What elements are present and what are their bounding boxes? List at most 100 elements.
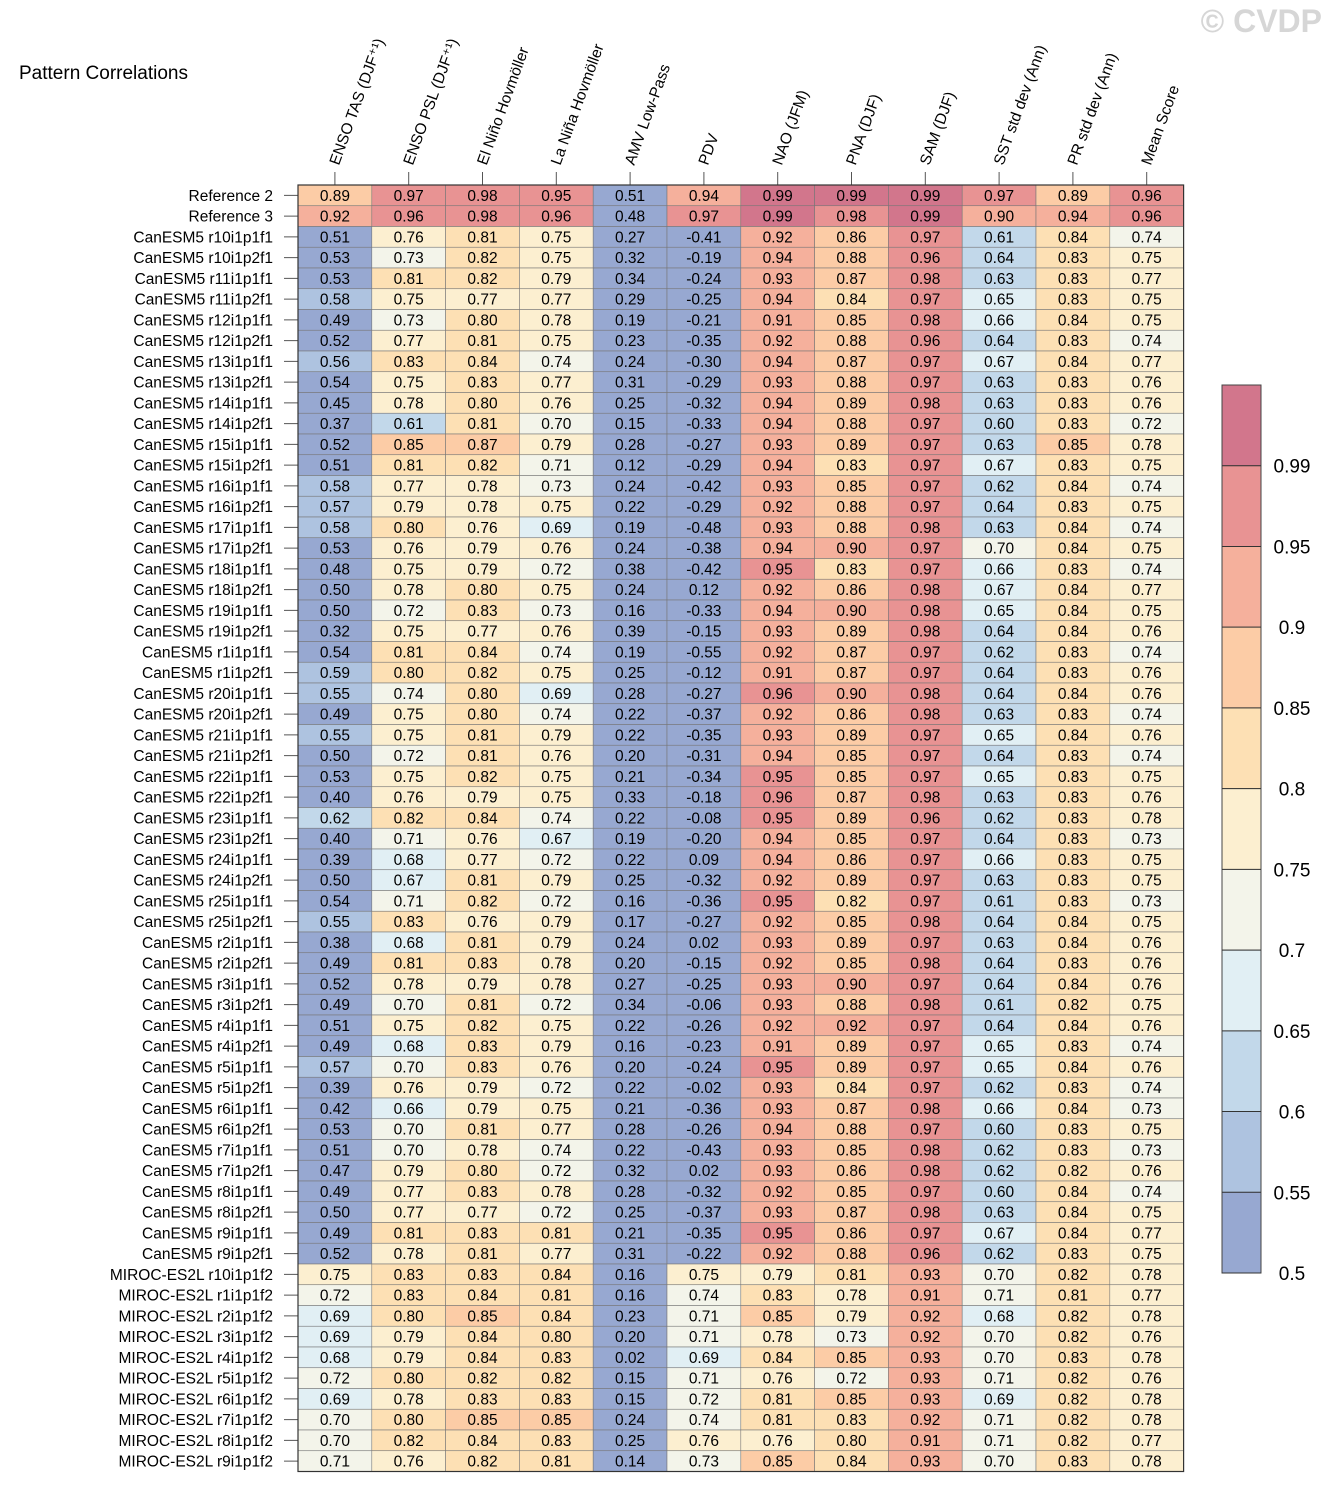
colorbar-segment [1221, 869, 1262, 951]
cell-value: 0.51 [615, 188, 645, 205]
row-label: MIROC-ES2L r9i1p1f2 [119, 1454, 274, 1471]
cell-value: 0.78 [394, 395, 424, 412]
cell-value: 0.81 [467, 997, 497, 1014]
cell-value: 0.52 [320, 333, 350, 350]
cell-value: 0.72 [320, 1288, 350, 1305]
cell-value: 0.77 [541, 1246, 571, 1263]
cell-value: 0.49 [320, 1184, 350, 1201]
cell-value: 0.83 [1058, 769, 1088, 786]
cell-value: 0.67 [984, 1225, 1014, 1242]
cell-value: 0.79 [541, 914, 571, 931]
cell-value: -0.29 [686, 458, 721, 475]
cell-value: 0.93 [763, 271, 793, 288]
cell-value: 0.74 [689, 1412, 720, 1429]
cell-value: 0.89 [836, 873, 866, 890]
cell-value: 0.67 [394, 873, 424, 890]
row-label: CanESM5 r14i1p2f1 [133, 416, 273, 433]
cell-value: 0.99 [763, 188, 793, 205]
cell-value: 0.55 [320, 686, 350, 703]
cell-value: 0.98 [910, 271, 940, 288]
cell-value: 0.63 [984, 437, 1014, 454]
row-label: MIROC-ES2L r4i1p1f2 [119, 1350, 274, 1367]
cell-value: 0.72 [541, 561, 571, 578]
cell-value: 0.71 [689, 1371, 719, 1388]
cell-value: 0.48 [320, 561, 350, 578]
cell-value: 0.84 [467, 354, 498, 371]
cell-value: 0.75 [1132, 603, 1162, 620]
cell-value: 0.98 [910, 312, 940, 329]
column-header: PDV [696, 131, 723, 167]
row-label: CanESM5 r4i1p2f1 [142, 1039, 273, 1056]
cell-value: 0.84 [1058, 229, 1089, 246]
cell-value: 0.70 [320, 1433, 351, 1450]
cell-value: 0.83 [1058, 395, 1088, 412]
cell-value: 0.93 [763, 727, 793, 744]
cell-value: 0.62 [984, 644, 1014, 661]
cell-value: 0.82 [836, 893, 866, 910]
cell-value: 0.82 [467, 1018, 497, 1035]
cell-value: 0.77 [541, 1122, 571, 1139]
cell-value: 0.76 [467, 831, 497, 848]
row-label: CanESM5 r18i1p2f1 [133, 582, 273, 599]
cell-value: 0.63 [984, 271, 1014, 288]
cell-value: 0.70 [984, 1329, 1015, 1346]
cell-value: 0.54 [320, 375, 351, 392]
colorbar-tick-label: 0.95 [1274, 537, 1311, 558]
cell-value: 0.94 [763, 292, 794, 309]
cell-value: 0.93 [763, 1163, 793, 1180]
cell-value: 0.79 [541, 271, 571, 288]
colorbar-tick-label: 0.99 [1274, 457, 1311, 478]
row-label: CanESM5 r18i1p1f1 [133, 561, 273, 578]
row-label: CanESM5 r21i1p1f1 [133, 727, 273, 744]
cell-value: 0.81 [467, 1122, 497, 1139]
cell-value: 0.83 [1058, 873, 1088, 890]
cell-value: 0.53 [320, 541, 350, 558]
cell-value: 0.83 [1058, 561, 1088, 578]
cell-value: 0.64 [984, 333, 1015, 350]
row-label: CanESM5 r16i1p1f1 [133, 478, 273, 495]
cell-value: 0.81 [1058, 1288, 1088, 1305]
cell-value: 0.87 [467, 437, 497, 454]
cell-value: 0.81 [467, 748, 497, 765]
cell-value: 0.75 [1132, 250, 1162, 267]
cell-value: 0.84 [1058, 603, 1089, 620]
cell-value: 0.83 [1058, 852, 1088, 869]
cell-value: 0.83 [1058, 333, 1088, 350]
cell-value: 0.76 [541, 624, 571, 641]
cell-value: 0.17 [615, 914, 645, 931]
cell-value: 0.81 [467, 935, 497, 952]
cell-value: 0.75 [394, 769, 424, 786]
cell-value: 0.80 [467, 1163, 498, 1180]
cell-value: 0.97 [910, 1080, 940, 1097]
cell-value: 0.72 [541, 1205, 571, 1222]
cell-value: 0.70 [984, 1267, 1015, 1284]
cell-value: 0.60 [984, 416, 1015, 433]
cell-value: 0.73 [394, 250, 424, 267]
cell-value: -0.29 [686, 375, 721, 392]
cell-value: 0.83 [1058, 1122, 1088, 1139]
cell-value: 0.97 [910, 1225, 940, 1242]
cell-value: 0.84 [467, 1350, 498, 1367]
cell-value: 0.75 [541, 250, 571, 267]
cell-value: 0.19 [615, 312, 645, 329]
cell-value: 0.89 [836, 935, 866, 952]
cell-value: 0.21 [615, 1225, 645, 1242]
cell-value: 0.78 [1132, 437, 1162, 454]
cell-value: 0.98 [910, 997, 940, 1014]
cell-value: 0.49 [320, 997, 350, 1014]
cell-value: 0.94 [763, 748, 794, 765]
cell-value: 0.75 [1132, 499, 1162, 516]
cell-value: 0.50 [320, 603, 351, 620]
cell-value: -0.55 [686, 644, 721, 661]
cell-value: 0.76 [1132, 375, 1162, 392]
cell-value: 0.50 [320, 748, 351, 765]
cell-value: 0.72 [541, 1163, 571, 1180]
cell-value: 0.84 [763, 1350, 794, 1367]
cell-value: -0.27 [686, 437, 721, 454]
cell-value: 0.39 [615, 624, 645, 641]
cell-value: 0.75 [541, 229, 571, 246]
cell-value: 0.76 [763, 1433, 793, 1450]
cell-value: 0.80 [541, 1329, 572, 1346]
cell-value: 0.94 [763, 395, 794, 412]
